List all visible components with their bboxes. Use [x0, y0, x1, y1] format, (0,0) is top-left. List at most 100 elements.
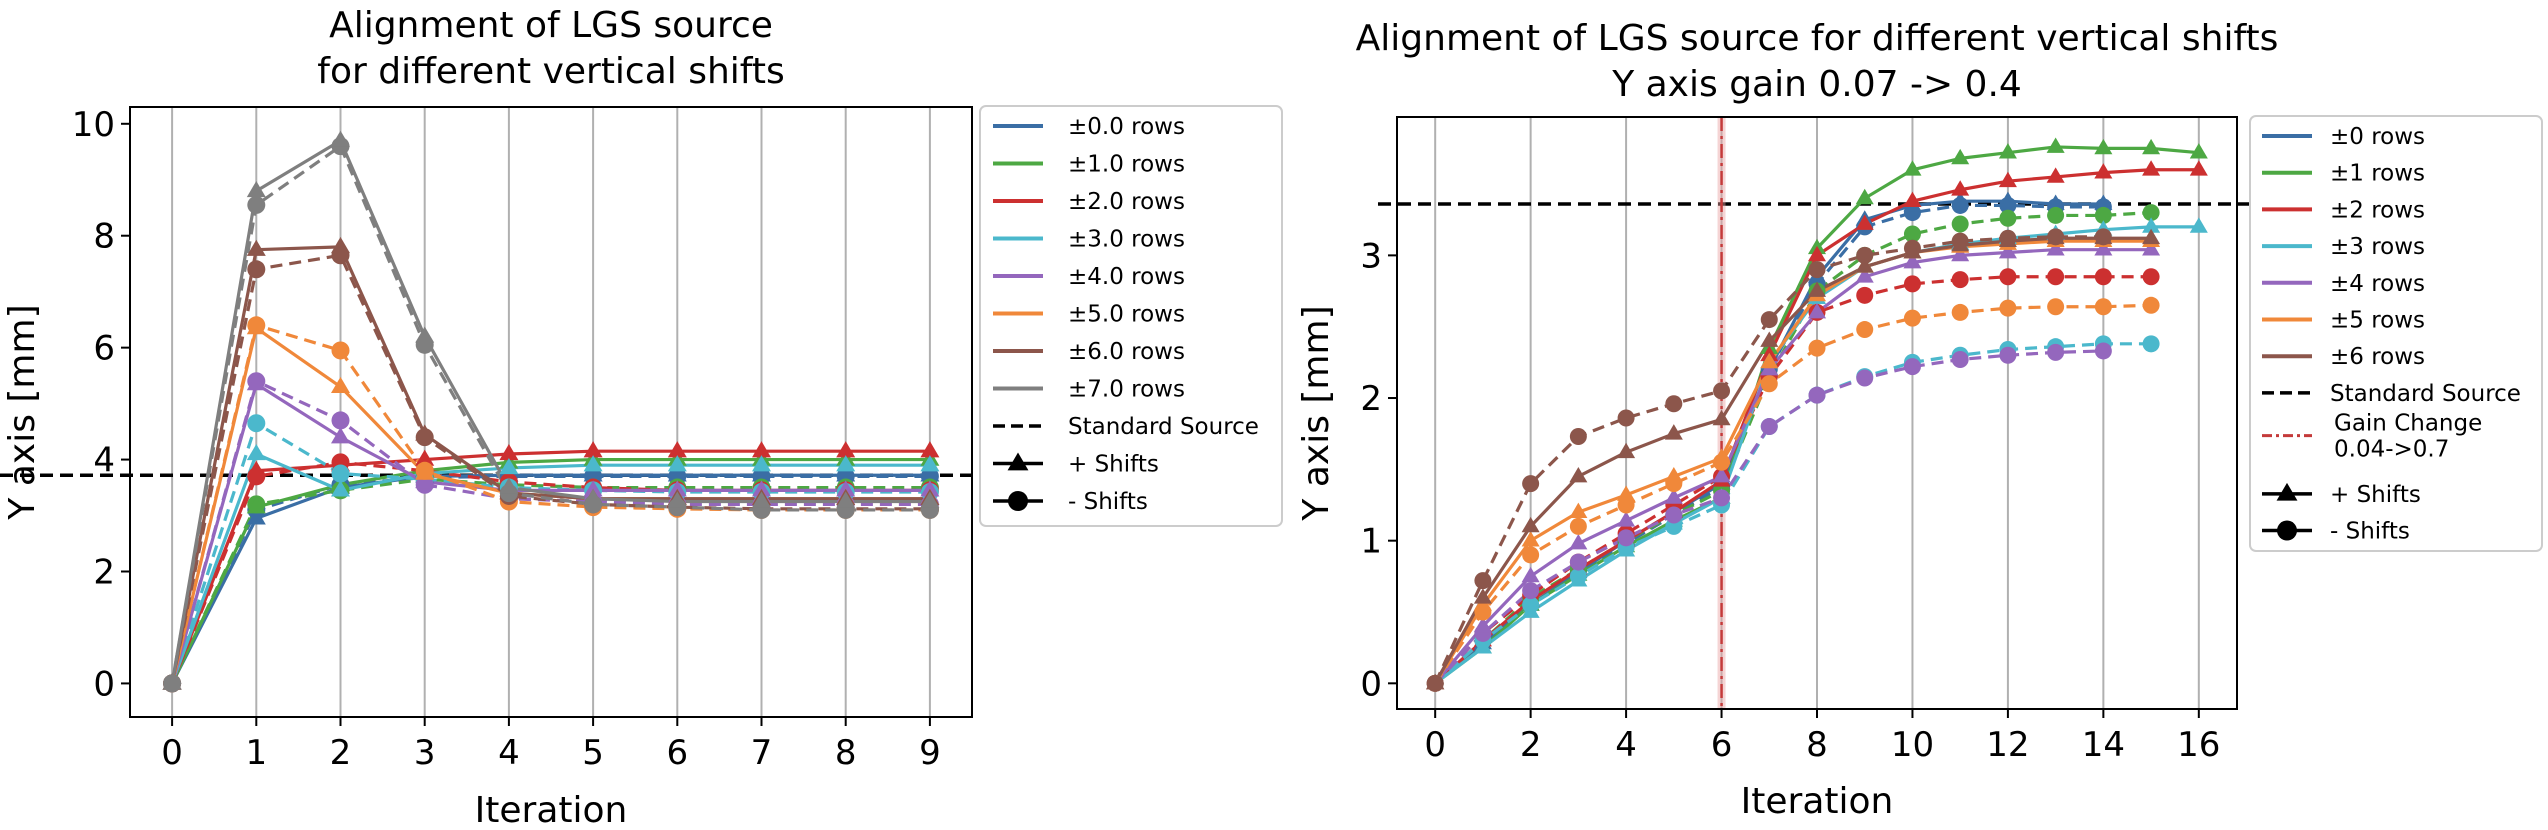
chart-2-series-6-plus-marker-9: [1855, 257, 1874, 273]
chart-1-series-2-plus-line: [170, 449, 930, 685]
chart-1-series-4-plus-marker-7: [752, 480, 771, 497]
chart-1-series-6-minus-line: [170, 253, 930, 684]
chart-1-series-4-minus-marker-2: [331, 411, 350, 430]
chart-2-y-tick-label-3: 3: [1360, 236, 1382, 276]
chart-2-series-3-plus-marker-4: [1617, 541, 1636, 557]
chart-2-series-markers: [1426, 137, 2208, 692]
chart-2-series-1-minus-marker-15: [2142, 204, 2160, 222]
chart-1-y-tick-label-4: 8: [93, 217, 115, 257]
chart-1-series-2-plus-marker-3: [415, 449, 435, 466]
chart-1-x-tick-label-2: 2: [330, 733, 352, 773]
chart-2-series-4-plus-marker-10: [1903, 253, 1922, 269]
chart-1-series-4-plus-marker-3: [415, 471, 435, 489]
chart-1-series-0-plus-marker-9: [920, 465, 940, 482]
chart-2-series-3-plus-marker-1: [1473, 638, 1492, 654]
chart-2-x-tick-label-2: 4: [1615, 725, 1637, 765]
chart-1-series-3-plus-marker-8: [836, 455, 856, 472]
chart-1-series-6-plus-line: [170, 245, 930, 684]
chart-2-series-5-plus-marker-5: [1664, 466, 1683, 483]
chart-2-series-5-minus-marker-13: [2047, 298, 2065, 316]
chart-2-series-2-plus-marker-12: [1998, 171, 2017, 188]
chart-2-series-1-plus-marker-13: [2046, 137, 2065, 153]
chart-2-series-2-minus-line: [1434, 275, 2152, 685]
chart-2-legend-label-minus-shifts: - Shifts: [2330, 519, 2410, 545]
chart-2-series-2-plus-marker-16: [2189, 160, 2208, 176]
chart-2-series-4-minus-marker-13: [2047, 343, 2065, 361]
chart-2-series-6-plus-line: [1433, 236, 2152, 685]
chart-1-y-tick-label-1: 2: [93, 552, 115, 592]
chart-2-series-1-minus-marker-14: [2094, 206, 2112, 224]
chart-2-series-4-plus-marker-12: [1998, 243, 2017, 259]
chart-1-series-5-plus-marker-1: [246, 318, 266, 335]
chart-2-legend-label-1: ±1 rows: [2330, 161, 2425, 187]
chart-2-legend-swatch-minus-shifts-marker: [2277, 520, 2297, 541]
chart-2-series-2-plus-marker-8: [1807, 245, 1827, 262]
chart-2-x-tick-label-0: 0: [1424, 725, 1446, 765]
chart-2-legend-label-4: ±4 rows: [2330, 271, 2425, 297]
chart-2-series-5-minus-marker-3: [1569, 517, 1587, 535]
chart-1-legend-label-3: ±3.0 rows: [1068, 227, 1185, 253]
chart-2-series-5-minus-marker-7: [1760, 375, 1778, 393]
chart-1-series-6-plus-marker-1: [246, 239, 266, 256]
chart-2-series-1-plus-marker-9: [1855, 188, 1874, 205]
chart-2-series-5-minus-marker-8: [1808, 339, 1826, 357]
chart-2-legend-label-0: ±0 rows: [2330, 124, 2425, 150]
chart-1-series-2-plus-marker-5: [583, 441, 603, 458]
chart-1-y-tick-label-0: 0: [93, 664, 115, 704]
chart-2-series-4-plus-marker-4: [1617, 511, 1636, 527]
chart-2-series-5-minus-marker-15: [2142, 296, 2160, 314]
chart-2-series-4-minus-marker-9: [1856, 369, 1874, 387]
chart-2-series-6-plus-marker-4: [1617, 442, 1636, 459]
chart-2-series-6-plus-marker-11: [1951, 235, 1970, 252]
chart-2-series-5-plus-line: [1433, 239, 2152, 685]
chart-2-series-2-minus-marker-9: [1856, 286, 1874, 304]
chart-1-series-5-plus-marker-2: [331, 376, 350, 394]
chart-2-series-6-minus-marker-2: [1522, 475, 1540, 493]
chart-1-x-tick-label-1: 1: [245, 733, 267, 773]
chart-1-series-7-plus-marker-7: [752, 491, 771, 508]
chart-2-series-4-minus-marker-5: [1665, 506, 1683, 524]
chart-2-series-0-plus-marker-11: [1951, 191, 1970, 208]
chart-1-series-7-plus-marker-5: [583, 488, 603, 505]
chart-2-series-1-plus-marker-12: [1998, 143, 2017, 159]
chart-2-series-1-minus-marker-12: [1999, 209, 2017, 227]
chart-1-series-4-plus-line: [170, 382, 930, 684]
chart-1-legend-label-7: ±7.0 rows: [1068, 377, 1185, 403]
chart-2-legend-label-3: ±3 rows: [2330, 234, 2425, 260]
chart-2-x-tick-label-1: 2: [1520, 725, 1542, 765]
chart-1-series-markers: [162, 130, 940, 693]
chart-1-series-3-plus-marker-9: [920, 455, 940, 472]
chart-1-x-ticks: 0 1 2 3 4 5 6 7 8 9: [161, 717, 941, 773]
chart-2-series-1-plus-marker-14: [2094, 138, 2113, 155]
chart-1-y-ticks: 0 2 4 6 8 10: [72, 105, 130, 704]
chart-2-series-4-plus-marker-2: [1521, 566, 1540, 583]
chart-2-series-6-minus-marker-6: [1713, 382, 1731, 400]
chart-2-y-tick-label-1: 1: [1360, 522, 1382, 562]
chart-1-series-3-plus-marker-6: [667, 455, 687, 472]
chart-1-series-3-minus-marker-2: [331, 464, 350, 483]
chart-2-series-6-plus-marker-1: [1473, 588, 1492, 604]
chart-1-legend-label-4: ±4.0 rows: [1068, 264, 1185, 290]
chart-1-x-axis-label: Iteration: [475, 790, 628, 830]
chart-2-series-4-plus-marker-11: [1951, 245, 1970, 262]
chart-2-x-tick-label-7: 14: [2082, 725, 2125, 765]
chart-2-series-6-minus-marker-9: [1856, 246, 1874, 264]
chart-2-series-4-minus-marker-10: [1903, 358, 1921, 376]
chart-2-series-6-plus-marker-2: [1521, 516, 1540, 533]
chart-2-series-6-minus-marker-3: [1569, 428, 1587, 446]
chart-2-series-4-minus-marker-11: [1951, 351, 1969, 369]
chart-1-series-7-plus-line: [170, 138, 930, 684]
chart-2-series-3-plus-marker-15: [2142, 217, 2161, 233]
chart-2-legend-label-gain-change-line-1: Gain Change: [2334, 411, 2482, 437]
chart-2-legend: ±0 rows ±1 rows ±2 rows ±3 rows ±4 rows ±5 ro…: [2249, 115, 2543, 552]
chart-2-series-2-plus-marker-15: [2142, 160, 2161, 176]
chart-2-series-3-plus-marker-2: [1521, 602, 1540, 618]
chart-2-legend-label-standard-source: Standard Source: [2330, 381, 2521, 407]
chart-1-legend-label-1: ±1.0 rows: [1068, 152, 1185, 178]
chart-1-series-2-plus-marker-4: [499, 443, 519, 461]
chart-2-series-6-plus-marker-13: [2046, 228, 2065, 245]
chart-1-series-0-plus-marker-6: [667, 465, 687, 482]
chart-2-series-5-plus-marker-6: [1712, 448, 1731, 464]
chart-2-x-tick-label-3: 6: [1711, 725, 1733, 765]
